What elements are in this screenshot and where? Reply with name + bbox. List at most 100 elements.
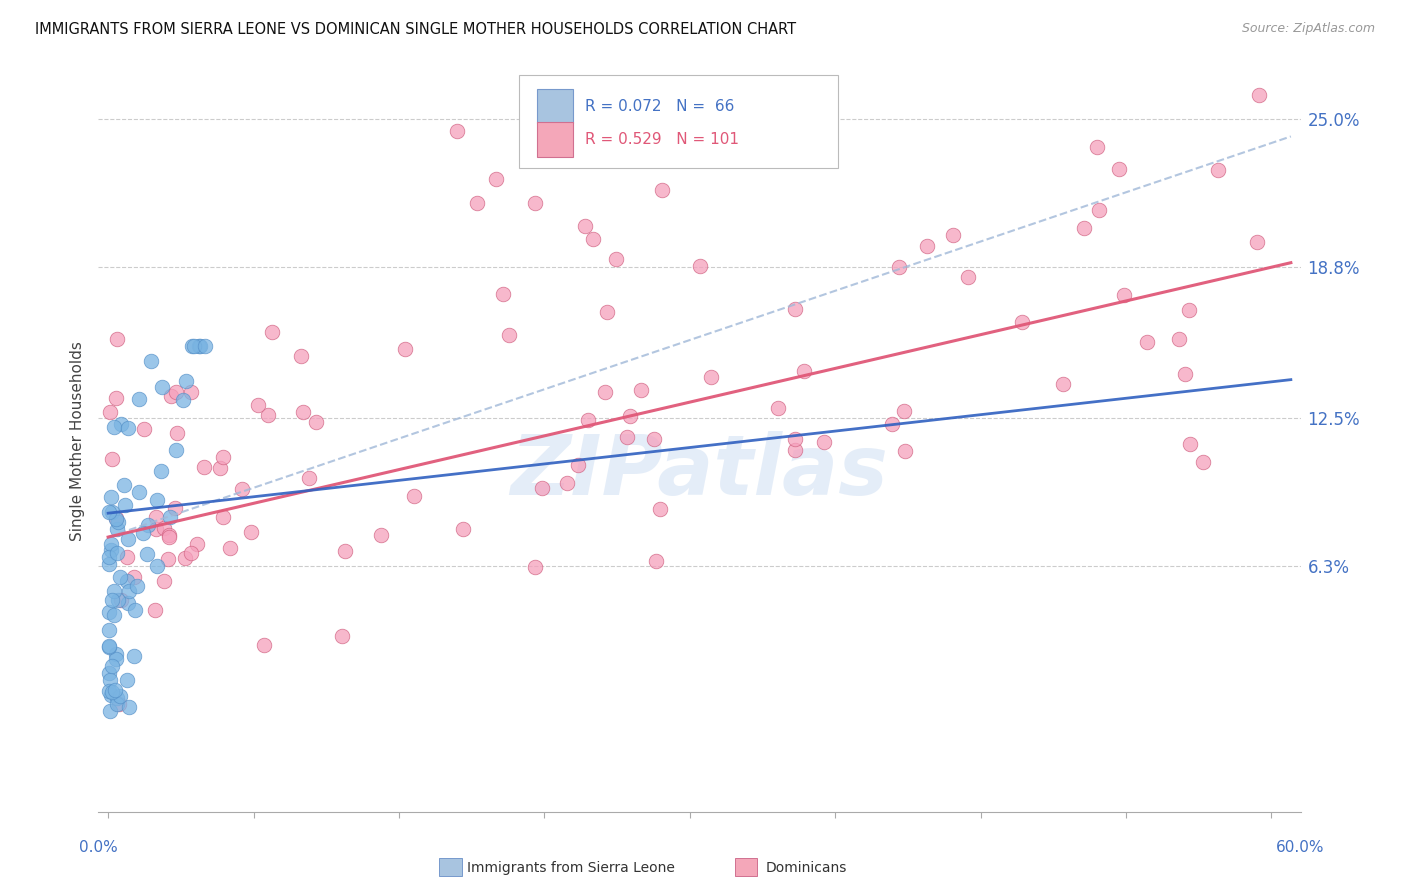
FancyBboxPatch shape <box>537 89 574 123</box>
Point <box>208 461 231 475</box>
Point <box>105 690 128 705</box>
Point <box>105 522 128 536</box>
Point <box>114 498 136 512</box>
Point <box>446 124 468 138</box>
Point <box>1168 332 1191 346</box>
Point <box>887 260 910 275</box>
Point <box>555 476 578 491</box>
Point <box>103 608 125 623</box>
Point <box>1108 161 1130 176</box>
Point <box>165 443 187 458</box>
Point <box>107 546 129 560</box>
Point <box>1136 334 1159 349</box>
Point <box>1073 221 1095 235</box>
Point <box>616 430 638 444</box>
Point <box>150 464 173 478</box>
Point <box>813 434 835 449</box>
Point <box>157 529 180 543</box>
Point <box>1011 315 1033 329</box>
Point <box>98 673 121 687</box>
Point <box>880 417 903 432</box>
Point <box>630 383 652 397</box>
Point <box>1052 377 1074 392</box>
Point <box>100 685 122 699</box>
Text: Dominicans: Dominicans <box>766 861 846 875</box>
Point <box>104 647 127 661</box>
Point <box>1249 88 1271 103</box>
Point <box>165 384 187 399</box>
Point <box>1192 454 1215 468</box>
FancyBboxPatch shape <box>537 122 574 156</box>
Point <box>105 332 128 346</box>
Point <box>531 482 554 496</box>
Point <box>524 559 547 574</box>
Point <box>485 171 508 186</box>
Point <box>465 195 488 210</box>
Point <box>108 570 131 584</box>
Point <box>160 389 183 403</box>
Point <box>1085 140 1108 154</box>
Point <box>128 484 150 499</box>
Point <box>98 640 121 654</box>
Point <box>166 426 188 441</box>
Point <box>101 592 124 607</box>
Point <box>453 522 475 536</box>
Y-axis label: Single Mother Households: Single Mother Households <box>69 342 84 541</box>
Point <box>257 408 280 422</box>
Point <box>574 219 596 233</box>
Point <box>1246 235 1268 249</box>
Point <box>101 505 124 519</box>
Point <box>98 605 121 619</box>
Point <box>298 471 321 485</box>
Point <box>117 574 139 589</box>
Point <box>576 413 599 427</box>
Point <box>98 623 121 637</box>
Point <box>498 328 520 343</box>
Point <box>98 505 121 519</box>
Point <box>145 559 167 574</box>
Point <box>117 584 139 599</box>
Point <box>394 342 416 356</box>
Point <box>305 416 328 430</box>
Point <box>107 515 129 529</box>
Point <box>132 422 155 436</box>
Point <box>193 460 215 475</box>
Point <box>107 593 129 607</box>
Point <box>122 648 145 663</box>
Point <box>122 570 145 584</box>
Point <box>174 551 197 566</box>
Point <box>956 270 979 285</box>
Point <box>180 385 202 400</box>
Point <box>98 557 121 571</box>
Point <box>212 450 235 464</box>
Point <box>98 705 121 719</box>
Point <box>152 574 174 588</box>
Point <box>145 510 167 524</box>
Point <box>605 252 627 267</box>
Point <box>292 405 315 419</box>
Point <box>211 510 233 524</box>
Point <box>619 409 641 423</box>
Point <box>159 509 181 524</box>
Point <box>181 339 204 353</box>
Point <box>136 518 159 533</box>
Point <box>523 195 546 210</box>
Point <box>98 684 121 698</box>
Point <box>108 698 131 712</box>
Point <box>253 638 276 652</box>
Point <box>893 444 915 458</box>
Point <box>100 490 122 504</box>
Point <box>105 651 128 665</box>
Point <box>115 549 138 564</box>
Point <box>153 521 176 535</box>
Point <box>105 511 128 525</box>
Point <box>893 404 915 418</box>
Point <box>330 629 353 643</box>
Point <box>117 421 139 435</box>
Point <box>1114 288 1136 302</box>
Text: R = 0.072   N =  66: R = 0.072 N = 66 <box>585 99 735 113</box>
Point <box>98 666 121 681</box>
Point <box>103 583 125 598</box>
Point <box>644 554 666 568</box>
Point <box>783 442 806 457</box>
